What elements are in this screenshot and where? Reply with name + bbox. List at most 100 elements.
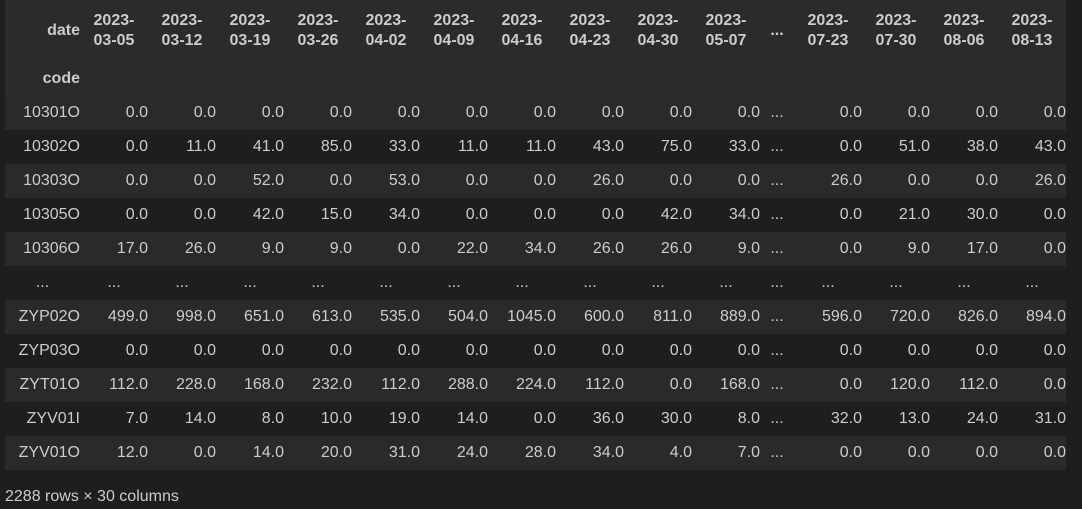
- table-row: 10301O 0.0 0.0 0.0 0.0 0.0 0.0 0.0 0.0 0.0 0.0... 0…: [5, 96, 1066, 130]
- table-cell: 0.0: [465, 172, 488, 189]
- table-cell: 26.0: [592, 240, 624, 257]
- table-cell: 0.0: [125, 206, 148, 223]
- table-cell: 0.0: [193, 444, 216, 461]
- column-header: 2023- 08-06: [930, 0, 998, 62]
- table-cell: 120.0: [889, 376, 930, 393]
- column-ellipsis-label: ...: [770, 22, 784, 39]
- column-header-monthday: 08-06: [943, 32, 985, 49]
- table-cell: 34.0: [388, 206, 420, 223]
- cell-ellipsis: ...: [770, 172, 784, 189]
- table-cell: 0.0: [975, 444, 998, 461]
- table-cell: 19.0: [388, 410, 420, 427]
- table-cell: 228.0: [175, 376, 216, 393]
- index-name-spacer: [794, 62, 862, 96]
- index-name-code: code: [42, 70, 80, 87]
- column-header-monthday: 05-07: [705, 32, 747, 49]
- table-cell: 0.0: [839, 206, 862, 223]
- cell-ellipsis: ...: [175, 274, 189, 291]
- cell-ellipsis: ...: [889, 274, 903, 291]
- table-cell: 112.0: [959, 376, 998, 393]
- column-header-monthday: 03-19: [229, 32, 271, 49]
- table-cell: 600.0: [583, 308, 624, 325]
- table-cell: 0.0: [261, 104, 284, 121]
- table-cell: 24.0: [456, 444, 488, 461]
- cell-ellipsis: ...: [719, 274, 733, 291]
- table-cell: 112.0: [381, 376, 420, 393]
- row-index-label: ZYT01O: [19, 376, 80, 393]
- index-name-spacer: [624, 62, 692, 96]
- table-cell: 0.0: [533, 104, 556, 121]
- table-cell: 53.0: [388, 172, 420, 189]
- table-cell: 232.0: [311, 376, 352, 393]
- cell-ellipsis: ...: [243, 274, 257, 291]
- index-name-spacer: [352, 62, 420, 96]
- table-cell: 41.0: [252, 138, 284, 155]
- table-cell: 0.0: [533, 410, 556, 427]
- table-cell: 0.0: [125, 138, 148, 155]
- table-cell: 288.0: [447, 376, 488, 393]
- header-row-index-name: code: [5, 62, 1066, 96]
- column-header: 2023- 03-26: [284, 0, 352, 62]
- table-cell: 0.0: [465, 206, 488, 223]
- table-row: 10306O 17.0 26.0 9.0 9.0 0.0 22.0 34.0 26.0 26.0 9…: [5, 232, 1066, 266]
- index-name-spacer: [998, 62, 1066, 96]
- column-ellipsis: ...: [760, 0, 794, 62]
- table-cell: 224.0: [515, 376, 556, 393]
- table-row: 10303O 0.0 0.0 52.0 0.0 53.0 0.0 0.0 26.0 0.0 0.0.…: [5, 164, 1066, 198]
- table-cell: 14.0: [252, 444, 284, 461]
- table-cell: 0.0: [839, 342, 862, 359]
- table-cell: 13.0: [898, 410, 930, 427]
- cell-ellipsis: ...: [770, 138, 784, 155]
- table-cell: 14.0: [184, 410, 216, 427]
- table-cell: 0.0: [669, 172, 692, 189]
- header-row-dates: date 2023- 03-05 2023- 03-12 2023- 03-19 2023- 0…: [5, 0, 1066, 62]
- column-header-monthday: 04-16: [501, 32, 543, 49]
- row-index-label: 10303O: [23, 172, 80, 189]
- table-cell: 22.0: [456, 240, 488, 257]
- table-cell: 0.0: [465, 342, 488, 359]
- table-cell: 52.0: [252, 172, 284, 189]
- cell-ellipsis: ...: [770, 274, 784, 291]
- table-cell: 21.0: [898, 206, 930, 223]
- table-cell: 0.0: [907, 444, 930, 461]
- cell-ellipsis: ...: [583, 274, 597, 291]
- table-cell: 7.0: [125, 410, 148, 427]
- table-cell: 42.0: [660, 206, 692, 223]
- column-header-year: 2023-: [161, 12, 203, 29]
- index-name-spacer: [556, 62, 624, 96]
- table-cell: 0.0: [1043, 342, 1066, 359]
- table-cell: 0.0: [669, 342, 692, 359]
- index-name-date: date: [47, 22, 80, 39]
- cell-ellipsis: ...: [770, 342, 784, 359]
- table-cell: 32.0: [830, 410, 862, 427]
- table-cell: 894.0: [1025, 308, 1066, 325]
- table-cell: 535.0: [379, 308, 420, 325]
- table-cell: 0.0: [125, 172, 148, 189]
- row-index-label: ZYP03O: [18, 342, 80, 359]
- table-row: ZYV01I 7.0 14.0 8.0 10.0 19.0 14.0 0.0 36.0 30.0 8…: [5, 402, 1066, 436]
- table-cell: 0.0: [839, 138, 862, 155]
- cell-ellipsis: ...: [515, 274, 529, 291]
- table-cell: 168.0: [719, 376, 760, 393]
- table-cell: 43.0: [592, 138, 624, 155]
- table-cell: 8.0: [737, 410, 760, 427]
- table-cell: 0.0: [125, 342, 148, 359]
- index-name-spacer: [284, 62, 352, 96]
- table-cell: 0.0: [125, 104, 148, 121]
- column-header-year: 2023-: [705, 12, 747, 29]
- table-row: ZYP02O 499.0 998.0 651.0 613.0 535.0 504.0 1045…: [5, 300, 1066, 334]
- dataframe-table: date 2023- 03-05 2023- 03-12 2023- 03-19 2023- 0…: [5, 0, 1066, 470]
- column-header-monthday: 03-12: [161, 32, 203, 49]
- table-cell: 826.0: [957, 308, 998, 325]
- index-name-spacer: [692, 62, 760, 96]
- table-cell: 26.0: [660, 240, 692, 257]
- column-header-year: 2023-: [1011, 12, 1053, 29]
- column-header-monthday: 04-23: [569, 32, 611, 49]
- table-cell: 0.0: [737, 104, 760, 121]
- cell-ellipsis: ...: [770, 376, 784, 393]
- table-cell: 0.0: [839, 444, 862, 461]
- column-header-year: 2023-: [93, 12, 135, 29]
- row-index-label: ZYV01O: [18, 444, 80, 461]
- table-cell: 30.0: [660, 410, 692, 427]
